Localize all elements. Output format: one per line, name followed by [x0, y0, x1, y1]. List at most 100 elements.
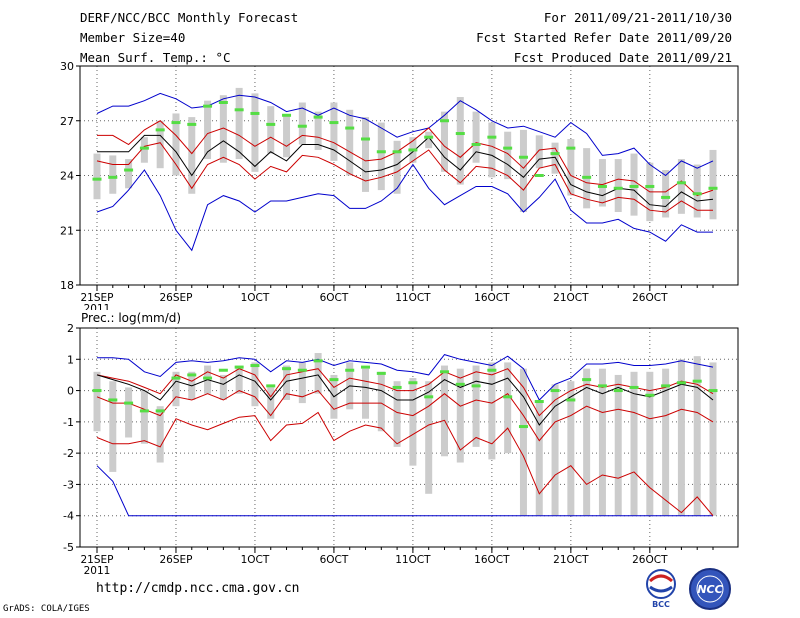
- member-spread-box: [583, 368, 591, 516]
- min-envelope-line: [96, 163, 713, 252]
- y-tick-label: 0: [67, 385, 74, 398]
- median-marker: [503, 146, 513, 150]
- plot-frame: [79, 327, 739, 548]
- member-spread-box: [298, 362, 306, 404]
- median-marker: [392, 385, 402, 389]
- x-tick-label: 6OCT: [320, 292, 349, 304]
- x-tick-label: 26SEP: [159, 554, 192, 566]
- member-spread-box: [504, 362, 512, 454]
- member-spread-box: [140, 137, 148, 163]
- y-tick-label: 27: [60, 115, 74, 128]
- temperature-chart: 18 21 24 27 30 21SEP 26SEP 1OCT 6OCT 11OCT 16OCT 21…: [60, 60, 739, 310]
- member-spread-box: [219, 95, 227, 163]
- x-tick-label: 16OCT: [474, 554, 510, 566]
- member-spread-box: [235, 365, 243, 394]
- member-spread-box: [125, 387, 133, 438]
- median-marker: [234, 108, 244, 112]
- median-marker: [376, 371, 386, 375]
- median-marker: [613, 389, 623, 393]
- x-tick-label: 11OCT: [395, 554, 431, 566]
- member-spread-box: [535, 135, 543, 169]
- median-marker: [692, 192, 702, 196]
- member-spread-box: [504, 131, 512, 180]
- median-marker: [708, 186, 718, 190]
- median-marker: [566, 398, 576, 402]
- median-marker: [345, 368, 355, 372]
- max-envelope-line: [96, 92, 714, 177]
- median-marker: [171, 121, 181, 125]
- median-marker: [455, 382, 465, 386]
- median-marker: [108, 398, 118, 402]
- y-tick-label: 24: [60, 170, 74, 183]
- member-spread-box: [235, 87, 243, 160]
- median-marker: [613, 186, 623, 190]
- lower-spread-line: [96, 390, 714, 442]
- member-spread-box: [630, 371, 638, 516]
- median-marker: [487, 368, 497, 372]
- median-marker: [345, 126, 355, 130]
- member-spread-box: [377, 371, 385, 432]
- member-spread-box: [440, 365, 448, 457]
- member-spread-box: [219, 374, 227, 400]
- median-marker: [439, 370, 449, 374]
- y-tick-label: -3: [63, 478, 74, 491]
- median-marker: [282, 113, 292, 117]
- member-spread-box: [709, 149, 717, 220]
- member-spread-box: [535, 399, 543, 516]
- forecast-period: For 2011/09/21-2011/10/30: [543, 10, 732, 25]
- member-spread-box: [425, 381, 433, 494]
- member-spread-box: [283, 115, 291, 158]
- member-spread-box: [362, 368, 370, 419]
- median-marker: [661, 384, 671, 388]
- y-tick-label: -5: [63, 541, 74, 554]
- median-marker: [518, 155, 528, 159]
- x-tick-label: 21OCT: [553, 554, 589, 566]
- member-spread-box: [393, 381, 401, 447]
- member-spread-box: [93, 371, 101, 432]
- x-tick-label: 26OCT: [632, 554, 668, 566]
- y-tick-label: -2: [63, 447, 74, 460]
- median-marker: [518, 425, 528, 429]
- member-spread-box: [519, 368, 527, 516]
- x-year-label: 2011: [84, 303, 111, 310]
- x-tick-label: 26SEP: [159, 292, 192, 304]
- ensemble-mean-line: [97, 134, 714, 208]
- median-marker: [597, 384, 607, 388]
- upper-spread-line: [97, 120, 714, 197]
- median-marker: [266, 122, 276, 126]
- member-spread-box: [488, 362, 496, 460]
- median-marker: [187, 122, 197, 126]
- y-tick-label: -4: [63, 510, 74, 523]
- median-marker: [582, 378, 592, 382]
- header-left: DERF/NCC/BCC Monthly Forecast Member Size…: [80, 8, 298, 68]
- member-spread-box: [425, 131, 433, 149]
- median-marker: [108, 175, 118, 179]
- median-marker: [629, 385, 639, 389]
- median-marker: [124, 401, 134, 405]
- x-tick-label: 21SEP: [81, 292, 114, 304]
- member-spread-box: [251, 93, 259, 172]
- median-marker: [676, 181, 686, 185]
- min-envelope-line: [96, 465, 713, 517]
- member-spread-box: [298, 102, 306, 145]
- lower-bound-line: [96, 411, 714, 517]
- upper-spread-line: [96, 368, 714, 417]
- member-spread-box: [125, 159, 133, 189]
- member-spread-box: [172, 371, 180, 407]
- member-spread-box: [677, 359, 685, 516]
- x-tick-label: 16OCT: [474, 292, 510, 304]
- member-spread-box: [693, 356, 701, 516]
- median-marker: [92, 389, 102, 393]
- y-tick-label: 18: [60, 279, 74, 292]
- median-marker: [439, 119, 449, 123]
- source-url[interactable]: http://cmdp.ncc.cma.gov.cn: [96, 581, 300, 596]
- header-right: For 2011/09/21-2011/10/30 Fcst Started Re…: [476, 8, 732, 68]
- x-tick-label: 11OCT: [395, 292, 431, 304]
- member-spread-box: [646, 371, 654, 516]
- median-marker: [487, 135, 497, 139]
- median-marker: [566, 146, 576, 150]
- median-marker: [203, 376, 213, 380]
- median-marker: [329, 378, 339, 382]
- member-spread-box: [251, 362, 259, 407]
- median-marker: [297, 124, 307, 128]
